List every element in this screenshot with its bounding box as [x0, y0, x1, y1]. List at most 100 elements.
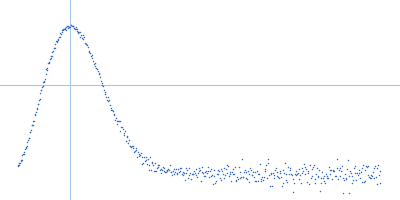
Point: [352, 171, 359, 174]
Point: [267, 172, 274, 176]
Point: [203, 169, 209, 172]
Point: [163, 171, 169, 174]
Point: [44, 68, 50, 71]
Point: [260, 175, 267, 178]
Point: [80, 37, 86, 40]
Point: [358, 181, 365, 184]
Point: [327, 168, 334, 172]
Point: [356, 171, 362, 174]
Point: [30, 120, 37, 123]
Point: [315, 176, 322, 179]
Point: [308, 168, 315, 171]
Point: [184, 168, 190, 172]
Point: [322, 182, 328, 185]
Point: [209, 174, 216, 177]
Point: [179, 172, 185, 175]
Point: [266, 173, 272, 176]
Point: [242, 169, 248, 172]
Point: [297, 174, 303, 177]
Point: [190, 172, 196, 176]
Point: [30, 123, 36, 126]
Point: [147, 156, 153, 159]
Point: [70, 26, 77, 29]
Point: [41, 79, 48, 82]
Point: [204, 172, 210, 175]
Point: [152, 161, 158, 165]
Point: [106, 99, 112, 102]
Point: [91, 63, 97, 66]
Point: [210, 182, 216, 185]
Point: [346, 174, 353, 177]
Point: [238, 175, 244, 178]
Point: [159, 169, 165, 172]
Point: [69, 25, 76, 28]
Point: [235, 178, 241, 181]
Point: [178, 167, 184, 170]
Point: [153, 170, 159, 173]
Point: [58, 31, 65, 34]
Point: [74, 29, 81, 33]
Point: [284, 180, 290, 184]
Point: [101, 89, 107, 92]
Point: [201, 174, 207, 177]
Point: [277, 169, 284, 172]
Point: [300, 169, 306, 172]
Point: [298, 182, 304, 185]
Point: [373, 176, 379, 179]
Point: [172, 170, 178, 174]
Point: [160, 166, 166, 169]
Point: [249, 173, 256, 176]
Point: [47, 58, 53, 61]
Point: [48, 55, 54, 58]
Point: [316, 169, 322, 172]
Point: [133, 149, 140, 152]
Point: [214, 168, 221, 172]
Point: [291, 181, 297, 184]
Point: [34, 102, 41, 105]
Point: [84, 43, 90, 46]
Point: [126, 139, 132, 142]
Point: [198, 179, 204, 182]
Point: [224, 172, 230, 175]
Point: [220, 166, 227, 169]
Point: [49, 50, 56, 53]
Point: [58, 32, 64, 35]
Point: [140, 161, 146, 165]
Point: [83, 43, 90, 46]
Point: [94, 67, 100, 70]
Point: [323, 172, 329, 175]
Point: [142, 156, 149, 159]
Point: [130, 144, 136, 147]
Point: [254, 180, 261, 183]
Point: [286, 169, 293, 172]
Point: [42, 77, 48, 80]
Point: [354, 174, 361, 177]
Point: [68, 23, 74, 27]
Point: [166, 169, 172, 172]
Point: [282, 172, 289, 175]
Point: [90, 60, 96, 63]
Point: [247, 166, 253, 169]
Point: [60, 28, 66, 31]
Point: [223, 167, 229, 170]
Point: [126, 144, 133, 148]
Point: [264, 158, 271, 161]
Point: [248, 168, 254, 171]
Point: [258, 179, 265, 183]
Point: [66, 25, 72, 28]
Point: [337, 167, 344, 170]
Point: [22, 147, 29, 150]
Point: [227, 173, 234, 176]
Point: [342, 173, 348, 176]
Point: [275, 176, 281, 179]
Point: [160, 169, 167, 172]
Point: [205, 170, 212, 173]
Point: [311, 177, 318, 180]
Point: [334, 157, 340, 160]
Point: [326, 173, 333, 176]
Point: [95, 72, 102, 75]
Point: [43, 68, 50, 71]
Point: [54, 40, 60, 43]
Point: [81, 36, 87, 39]
Point: [176, 170, 182, 174]
